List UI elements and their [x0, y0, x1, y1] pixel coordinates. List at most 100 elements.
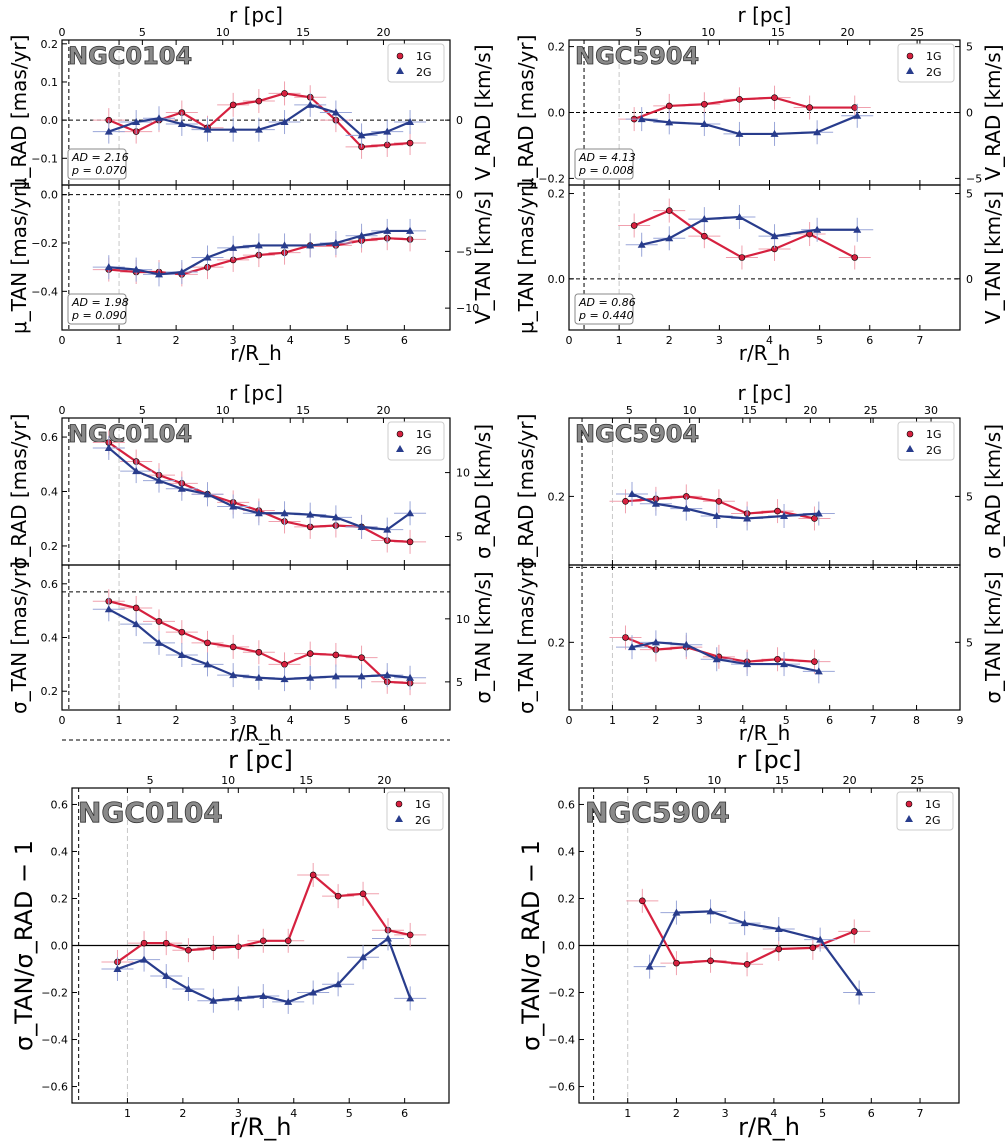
x-tick-label: 0 — [566, 714, 573, 727]
x-tick-label: 3 — [230, 334, 237, 347]
data-point-1g — [359, 890, 367, 898]
data-point-2g — [814, 667, 823, 675]
stats-ad: AD = 1.98 — [71, 296, 129, 309]
data-point-2g — [406, 509, 415, 517]
x-axis-label: r/R_h — [230, 1113, 292, 1141]
series-line-2G — [108, 447, 411, 531]
x-tick-label: 1 — [116, 714, 123, 727]
legend-1g-marker — [906, 430, 914, 438]
x-tick-label: 6 — [868, 1107, 875, 1120]
data-point-2g — [384, 934, 393, 942]
y-axis-label: μ_TAN [mas/yr] — [7, 181, 31, 334]
data-point-1g — [309, 871, 317, 879]
y-axis-label: σ_TAN/σ_RAD − 1 — [517, 840, 545, 1051]
x-tick-label: 7 — [870, 714, 877, 727]
y-tick-label: −0.2 — [538, 172, 565, 185]
y-tick-label: 0.4 — [41, 486, 59, 499]
x-tick-label: 3 — [696, 714, 703, 727]
legend-1g-marker — [396, 52, 404, 60]
series-line-2G — [641, 114, 858, 136]
x-tick-label: 5 — [344, 334, 351, 347]
data-point-1g — [774, 507, 781, 515]
top-tick-label: 15 — [775, 774, 789, 787]
data-point-2g — [254, 509, 263, 517]
x-tick-label: 0 — [59, 334, 66, 347]
x-tick-label: 4 — [287, 714, 294, 727]
cluster-name: NGC5904 — [585, 796, 730, 829]
data-point-1g — [332, 651, 340, 659]
data-point-2g — [162, 972, 171, 980]
y2-tick-label: 5 — [966, 490, 973, 503]
y-tick-label: −0.2 — [548, 987, 575, 1000]
x-tick-label: 7 — [917, 1107, 924, 1120]
data-point-1g — [771, 94, 778, 101]
data-point-2g — [383, 525, 392, 533]
x-axis-label: r/R_h — [739, 721, 791, 745]
y-axis-label: σ_TAN [mas/yr] — [7, 561, 31, 714]
data-point-2g — [682, 504, 691, 512]
data-point-2g — [700, 120, 709, 128]
x-axis-label: r/R_h — [230, 341, 282, 365]
data-point-1g — [707, 957, 714, 965]
data-point-1g — [811, 515, 818, 522]
y-tick-label: 0.0 — [548, 273, 566, 286]
top-axis-label: r [pc] — [737, 746, 802, 774]
x-tick-label: 9 — [957, 714, 964, 727]
y-tick-label: 0.4 — [41, 632, 59, 645]
legend-1g-label: 1G — [926, 428, 942, 441]
top-axis-label: r [pc] — [229, 381, 283, 405]
legend-2g-label: 2G — [416, 444, 432, 457]
data-point-2g — [177, 119, 186, 127]
plot-frame — [568, 564, 961, 711]
data-point-2g — [229, 671, 238, 679]
x-tick-label: 5 — [816, 334, 823, 347]
legend-1g-marker — [396, 430, 404, 438]
data-point-2g — [357, 131, 366, 139]
data-point-1g — [185, 946, 192, 954]
data-point-1g — [743, 961, 751, 968]
data-layer — [92, 589, 427, 696]
data-point-2g — [740, 919, 749, 927]
data-point-1g — [284, 937, 292, 945]
data-point-2g — [651, 638, 660, 646]
series-line-1G — [116, 873, 411, 963]
top-tick-label: 5 — [147, 774, 154, 787]
data-point-1g — [210, 944, 217, 952]
data-point-2g — [229, 502, 238, 510]
top-tick-label: 20 — [843, 774, 857, 787]
x-axis-label: r/R_h — [739, 341, 791, 365]
panel-ngc0104_disp_tan: 0 1 2 3 4 5 6 0.2 0.4 0.6 5 10 σ_TAN [km/s] σ_TAN [ma… — [7, 561, 495, 745]
y-axis-label: σ_RAD [mas/yr] — [7, 414, 31, 570]
stats-p: p = 0.090 — [71, 309, 127, 322]
data-point-2g — [406, 118, 415, 126]
y2-axis-label: σ_RAD [km/s] — [981, 424, 1005, 559]
data-point-2g — [706, 907, 715, 915]
data-point-2g — [280, 675, 289, 683]
data-point-2g — [770, 232, 779, 240]
data-point-1g — [255, 97, 263, 105]
data-layer — [626, 888, 876, 1005]
data-point-2g — [203, 660, 212, 668]
legend-2g-marker — [396, 67, 404, 74]
x-tick-label: 6 — [401, 334, 408, 347]
data-point-2g — [229, 243, 238, 251]
data-point-2g — [132, 620, 141, 628]
y2-tick-label: 5 — [456, 676, 463, 689]
top-tick-label: 0 — [59, 26, 66, 39]
data-point-2g — [234, 994, 243, 1002]
data-point-2g — [203, 490, 212, 498]
panel-ngc5904_disp_tan: 0 1 2 3 4 5 6 7 8 9 0.2 5 σ_TAN [km/s] σ_TAN [mas/yr]… — [514, 561, 1005, 745]
x-tick-label: 0 — [59, 714, 66, 727]
y-tick-label: 0.1 — [41, 76, 59, 89]
x-tick-label: 5 — [819, 1107, 826, 1120]
data-point-2g — [331, 239, 340, 246]
y2-tick-label: 5 — [966, 188, 973, 201]
y2-tick-label: 5 — [966, 636, 973, 649]
top-tick-label: 10 — [701, 26, 715, 39]
x-tick-label: 4 — [739, 714, 746, 727]
data-point-2g — [406, 226, 415, 234]
data-point-2g — [155, 270, 163, 278]
data-point-2g — [735, 212, 744, 220]
y-tick-label: 0.2 — [41, 685, 59, 698]
